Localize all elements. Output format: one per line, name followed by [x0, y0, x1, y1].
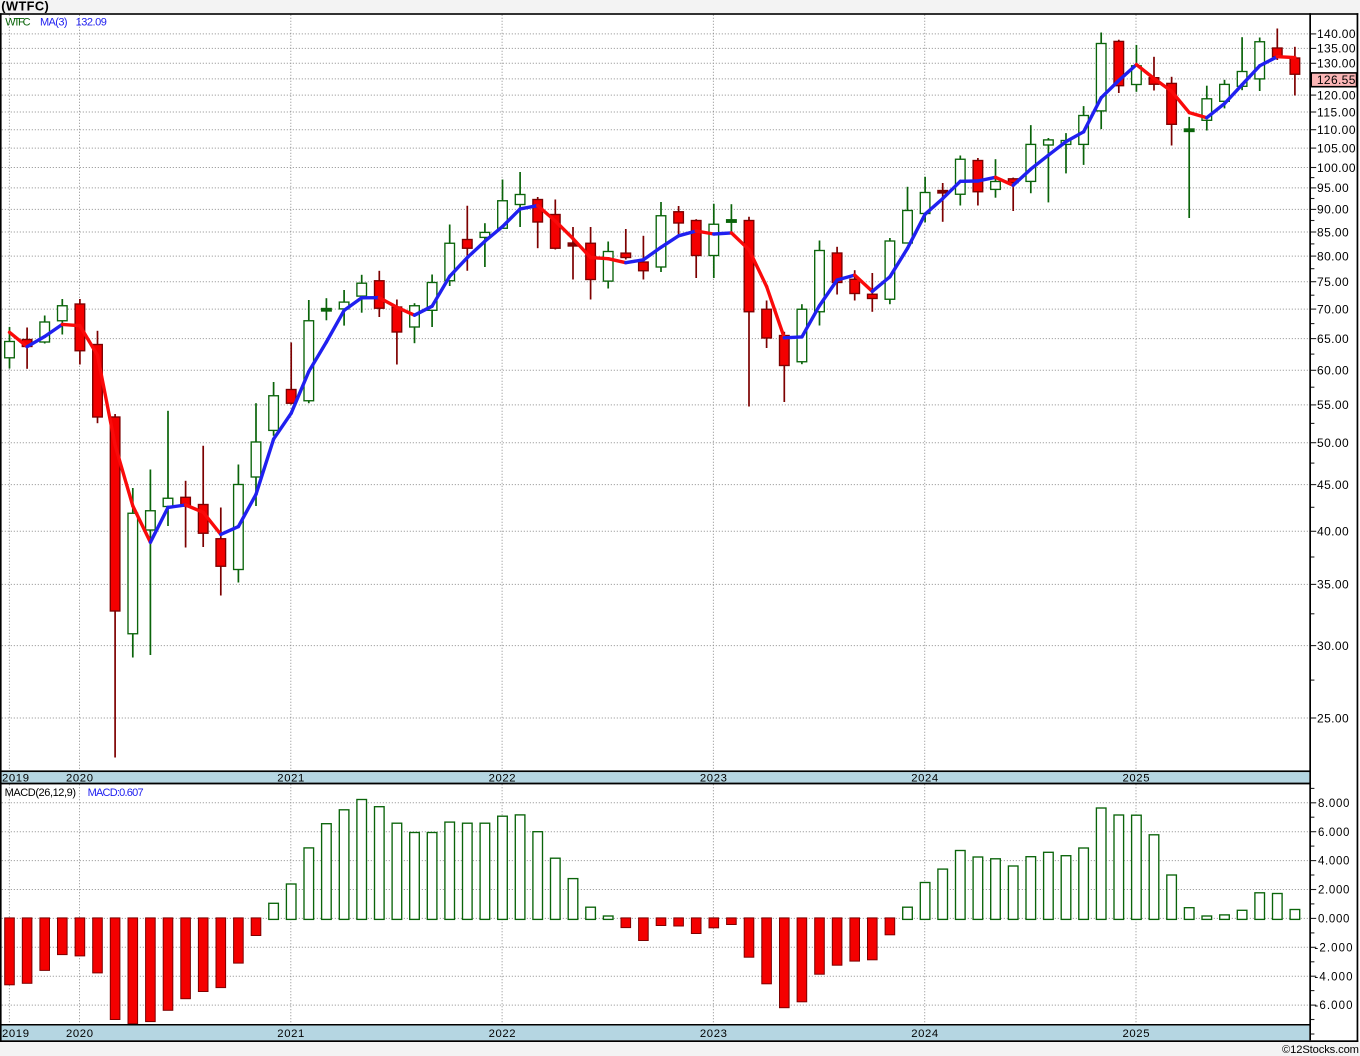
svg-text:100.00: 100.00: [1317, 161, 1356, 175]
svg-text:2022: 2022: [489, 772, 516, 784]
svg-text:MACD(26,12,9): MACD(26,12,9): [5, 787, 76, 799]
svg-text:4.000: 4.000: [1318, 856, 1349, 868]
svg-text:2025: 2025: [1123, 772, 1150, 784]
svg-text:MA(3): MA(3): [40, 16, 68, 28]
svg-text:140.00: 140.00: [1317, 27, 1356, 41]
svg-text:115.00: 115.00: [1317, 105, 1356, 119]
svg-text:55.00: 55.00: [1317, 398, 1349, 412]
svg-text:2021: 2021: [277, 772, 304, 784]
svg-text:130.00: 130.00: [1317, 57, 1356, 71]
svg-text:2023: 2023: [700, 772, 727, 784]
svg-text:-4.000: -4.000: [1314, 971, 1352, 983]
svg-text:2023: 2023: [700, 1028, 727, 1040]
svg-text:8.000: 8.000: [1318, 798, 1349, 810]
svg-text:30.00: 30.00: [1317, 639, 1349, 653]
svg-text:90.00: 90.00: [1317, 203, 1349, 217]
svg-text:40.00: 40.00: [1317, 525, 1349, 539]
svg-text:MACD:0.607: MACD:0.607: [88, 787, 144, 799]
svg-text:35.00: 35.00: [1317, 578, 1349, 592]
svg-text:25.00: 25.00: [1317, 711, 1349, 725]
svg-text:85.00: 85.00: [1317, 225, 1349, 239]
svg-text:120.00: 120.00: [1317, 88, 1356, 102]
svg-text:105.00: 105.00: [1317, 141, 1356, 155]
svg-text:2.000: 2.000: [1318, 885, 1349, 897]
svg-text:WTFC: WTFC: [5, 16, 30, 28]
svg-text:2024: 2024: [911, 772, 938, 784]
svg-text:50.00: 50.00: [1317, 436, 1349, 450]
svg-text:6.000: 6.000: [1318, 827, 1349, 839]
svg-text:65.00: 65.00: [1317, 332, 1349, 346]
svg-text:2022: 2022: [489, 1028, 516, 1040]
svg-text:©12Stocks.com: ©12Stocks.com: [1282, 1044, 1359, 1056]
svg-text:2020: 2020: [66, 1028, 93, 1040]
svg-text:70.00: 70.00: [1317, 302, 1349, 316]
svg-text:60.00: 60.00: [1317, 364, 1349, 378]
svg-text:(WTFC): (WTFC): [1, 0, 49, 14]
svg-text:0.000: 0.000: [1318, 914, 1349, 926]
svg-text:95.00: 95.00: [1317, 181, 1349, 195]
svg-text:75.00: 75.00: [1317, 275, 1349, 289]
svg-text:132.09: 132.09: [76, 16, 107, 28]
svg-text:110.00: 110.00: [1317, 123, 1356, 137]
svg-text:2020: 2020: [66, 772, 93, 784]
svg-text:-2.000: -2.000: [1314, 942, 1352, 954]
svg-text:2025: 2025: [1123, 1028, 1150, 1040]
svg-text:2024: 2024: [911, 1028, 938, 1040]
svg-text:-6.000: -6.000: [1314, 1000, 1352, 1012]
svg-text:80.00: 80.00: [1317, 249, 1349, 263]
svg-text:2019: 2019: [2, 1028, 29, 1040]
svg-text:2021: 2021: [277, 1028, 304, 1040]
svg-text:2019: 2019: [2, 772, 29, 784]
svg-text:45.00: 45.00: [1317, 478, 1349, 492]
svg-text:135.00: 135.00: [1317, 42, 1356, 56]
svg-text:126.55: 126.55: [1317, 73, 1356, 87]
